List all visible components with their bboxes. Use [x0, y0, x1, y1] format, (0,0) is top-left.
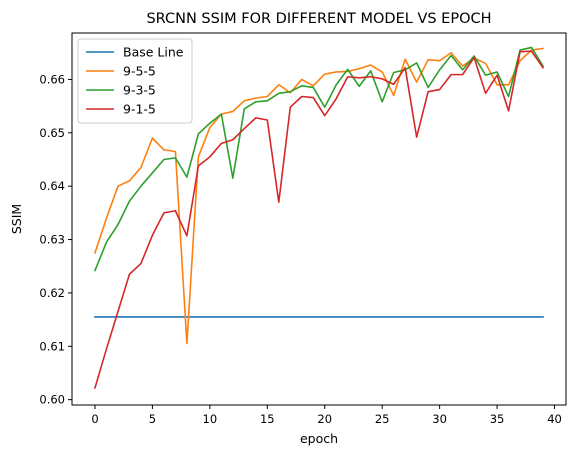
y-tick-label: 0.62 — [39, 286, 65, 300]
x-axis-ticks: 0 5 10 15 20 25 30 35 40 — [91, 405, 562, 426]
x-tick-label: 25 — [375, 412, 390, 426]
legend-label: Base Line — [123, 45, 184, 60]
plot-frame — [71, 32, 567, 406]
legend-label: 9-3-5 — [123, 83, 156, 98]
chart-title: SRCNN SSIM FOR DIFFERENT MODEL VS EPOCH — [146, 11, 491, 27]
legend: Base Line 9-5-5 9-3-5 9-1-5 — [77, 38, 193, 124]
y-tick-label: 0.60 — [39, 393, 65, 407]
x-tick-label: 35 — [490, 412, 505, 426]
x-tick-label: 30 — [432, 412, 447, 426]
series-line-9-1-5 — [93, 50, 545, 389]
y-axis-ticks: 0.60 0.61 0.62 0.63 0.64 0.65 0.66 — [39, 72, 72, 407]
x-tick-label: 20 — [317, 412, 332, 426]
legend-label: 9-1-5 — [123, 102, 156, 117]
y-axis-label: SSIM — [9, 204, 24, 234]
x-tick-label: 10 — [203, 412, 218, 426]
x-tick-label: 15 — [260, 412, 275, 426]
x-axis-label: epoch — [300, 431, 338, 446]
x-tick-label: 40 — [547, 412, 562, 426]
series-layer — [93, 46, 545, 389]
y-tick-label: 0.61 — [39, 339, 65, 353]
y-tick-label: 0.64 — [39, 179, 65, 193]
y-tick-label: 0.63 — [39, 233, 65, 247]
x-tick-label: 5 — [149, 412, 156, 426]
legend-label: 9-5-5 — [123, 64, 156, 79]
x-tick-label: 0 — [91, 412, 98, 426]
y-tick-label: 0.65 — [39, 126, 65, 140]
legend-box — [77, 38, 193, 124]
series-line-9-3-5 — [93, 46, 545, 272]
y-tick-label: 0.66 — [39, 72, 65, 86]
